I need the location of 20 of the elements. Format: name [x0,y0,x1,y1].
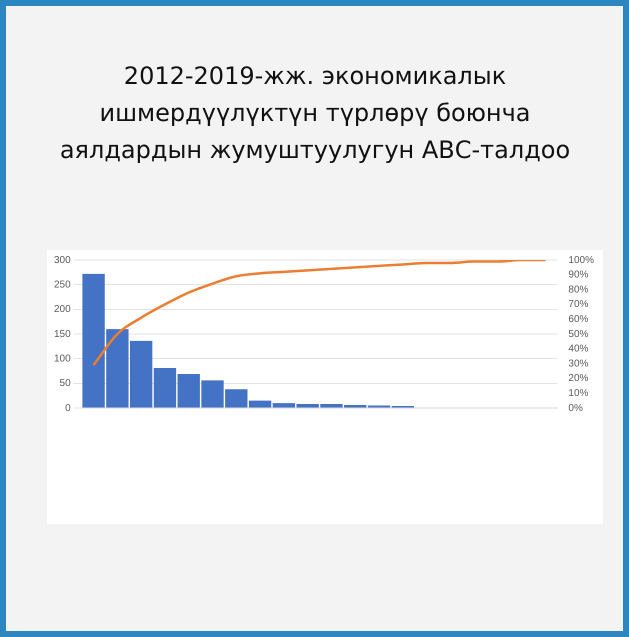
y2-tick-label: 60% [568,314,589,325]
chart-title: 2012-2019-жж. экономикалык ишмердүүлүктүн түрлөрү боюнча аялдардын жумуштуулугун АВС-талдоо [58,61,572,166]
y2-tick-label: 90% [568,270,589,281]
line-series [92,260,547,366]
y2-tick-label: 80% [568,284,589,296]
y2-tick-label: 50% [568,328,589,340]
y-tick-label: 150 [54,328,72,340]
y-tick-label: 300 [54,254,72,266]
y2-tick-label: 0% [568,402,583,414]
y2-tick-label: 40% [568,344,589,355]
y-tick-label: 50 [60,378,72,390]
y2-tick-label: 20% [568,373,589,384]
y2-tick-label: 70% [568,299,589,310]
y-tick-label: 200 [54,304,72,316]
y2-tick-label: 30% [568,358,589,370]
y-tick-label: 0 [65,402,72,414]
y2-tick-label: 100% [568,254,594,266]
y-tick-label: 100 [54,353,72,364]
y-tick-label: 250 [54,279,72,290]
y2-tick-label: 10% [568,388,589,399]
